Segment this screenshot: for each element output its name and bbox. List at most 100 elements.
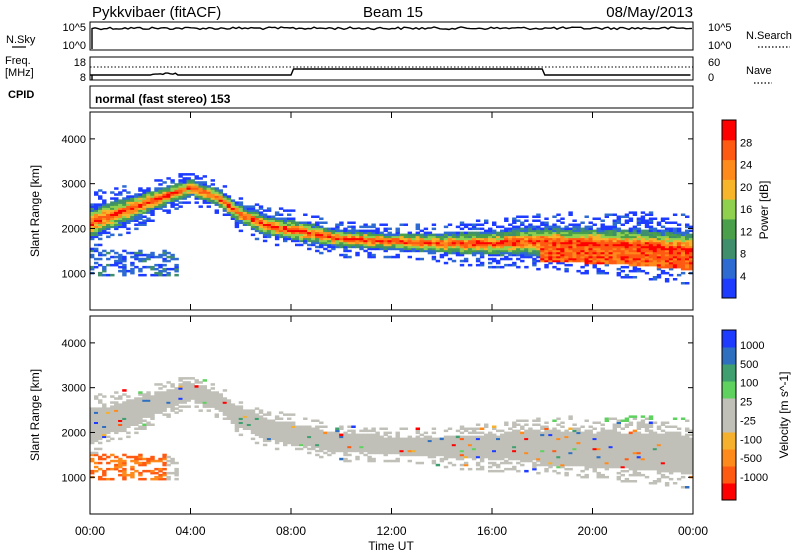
power-cell — [528, 237, 533, 241]
power-cell — [656, 273, 662, 277]
power-cell — [270, 223, 276, 226]
power-cell — [564, 253, 569, 257]
velocity-cell — [463, 455, 469, 459]
power-cell — [600, 231, 605, 235]
velocity-cell — [576, 427, 581, 430]
power-cell — [608, 245, 614, 249]
velocity-cell — [604, 441, 610, 445]
velocity-cell — [258, 435, 264, 439]
velocity-cell — [403, 445, 409, 449]
velocity-cell — [564, 445, 569, 449]
velocity-cell — [98, 435, 103, 439]
velocity-cell — [371, 433, 376, 437]
velocity-cell — [660, 457, 666, 461]
power-cell — [391, 255, 396, 259]
power-cell — [668, 229, 674, 233]
velocity-cell — [94, 407, 99, 410]
power-cell — [194, 181, 199, 184]
velocity-cell — [307, 433, 312, 437]
velocity-cell — [218, 395, 224, 398]
velocity-cell — [504, 459, 509, 463]
power-cell — [130, 211, 135, 214]
power-cell — [689, 235, 694, 239]
velocity-cell — [640, 415, 646, 418]
velocity-cell — [174, 471, 179, 475]
power-cell — [355, 229, 360, 233]
velocity-cell — [676, 431, 682, 435]
power-cell — [544, 241, 549, 245]
power-cell — [455, 243, 461, 247]
velocity-cell — [146, 423, 151, 426]
power-cell — [110, 207, 115, 210]
velocity-cell — [640, 461, 646, 465]
power-cell — [150, 195, 155, 198]
velocity-cell — [548, 463, 553, 467]
velocity-cell — [419, 441, 425, 445]
power-cell — [592, 243, 597, 247]
power-cell — [154, 191, 159, 194]
power-cell — [166, 187, 171, 190]
velocity-cell — [106, 429, 111, 433]
velocity-cell — [287, 425, 292, 428]
power-cell — [162, 273, 167, 277]
power-cell — [138, 187, 143, 190]
power-cell — [258, 223, 264, 226]
velocity-cell — [636, 451, 642, 455]
power-cell — [512, 219, 517, 222]
velocity-cell — [347, 433, 352, 437]
power-cell — [403, 245, 409, 249]
velocity-cell — [616, 455, 622, 459]
velocity-cell — [415, 447, 421, 451]
velocity-cell — [596, 431, 601, 435]
velocity-cell — [102, 419, 107, 422]
power-cell — [572, 223, 577, 226]
velocity-cell — [664, 435, 670, 439]
power-cell — [194, 189, 199, 192]
velocity-cell — [186, 391, 191, 394]
velocity-cell — [540, 451, 545, 455]
velocity-cell — [118, 463, 123, 467]
velocity-cell — [395, 445, 400, 449]
power-cell — [552, 265, 557, 269]
velocity-cell — [584, 447, 589, 451]
power-cell — [588, 251, 593, 255]
power-cell — [536, 241, 541, 245]
velocity-cell — [604, 463, 610, 467]
velocity-cell — [532, 431, 537, 435]
velocity-cell — [584, 451, 589, 455]
velocity-cell — [339, 445, 344, 449]
power-cell — [540, 237, 545, 241]
power-cell — [182, 181, 187, 184]
power-cell — [387, 239, 392, 243]
power-cell — [608, 251, 614, 255]
date-label: 08/May/2013 — [606, 4, 693, 21]
power-cell — [122, 185, 127, 188]
velocity-cell — [576, 449, 581, 453]
power-cell — [564, 227, 569, 231]
velocity-cell — [274, 429, 280, 433]
velocity-cell — [307, 429, 312, 433]
velocity-cell — [540, 463, 545, 467]
power-cell — [600, 223, 605, 226]
velocity-cell — [620, 463, 626, 467]
velocity-cell — [628, 441, 634, 445]
power-cell — [234, 221, 240, 224]
velocity-cell — [186, 393, 191, 396]
velocity-cell — [427, 455, 433, 459]
velocity-cell — [383, 445, 388, 449]
velocity-cell — [198, 395, 203, 398]
power-cell — [431, 249, 437, 253]
power-cell — [122, 201, 127, 204]
velocity-cell — [94, 439, 99, 443]
power-cell — [648, 219, 654, 222]
power-cell — [194, 187, 199, 190]
power-cell — [363, 231, 368, 235]
power-cell — [484, 229, 489, 233]
power-cell — [246, 213, 252, 216]
velocity-cell — [170, 383, 175, 386]
velocity-cell — [596, 421, 601, 424]
velocity-cell — [600, 455, 605, 459]
power-cell — [283, 209, 288, 212]
power-cell — [520, 235, 525, 239]
velocity-cell — [154, 459, 159, 463]
